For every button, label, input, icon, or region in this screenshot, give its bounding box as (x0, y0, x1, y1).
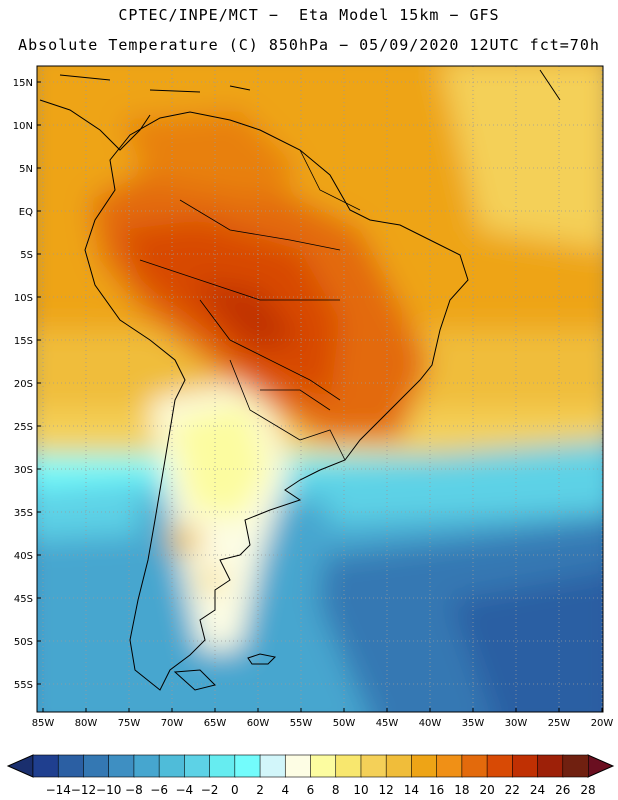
colorbar-swatch (133, 754, 160, 778)
lon-label: 60W (247, 718, 270, 729)
colorbar-swatch (284, 754, 312, 778)
lon-label: 25W (548, 718, 571, 729)
colorbar-tick-label: 10 (353, 783, 368, 797)
colorbar-tick-label: −8 (125, 783, 143, 797)
colorbar-swatch (259, 754, 287, 778)
colorbar-tick-label: 6 (307, 783, 315, 797)
colorbar-tick-label: −4 (176, 783, 194, 797)
malvinas-islands (247, 653, 277, 665)
colorbar-swatch (158, 754, 186, 778)
lat-label: 50S (14, 637, 33, 648)
lat-label: 5N (19, 164, 33, 175)
colorbar-swatch (108, 754, 135, 778)
colorbar-tick-label: −2 (201, 783, 219, 797)
lon-label: 55W (290, 718, 313, 729)
lat-label: 10N (13, 121, 33, 132)
colorbar-swatch (436, 754, 463, 778)
colorbar-tick-label: 2 (256, 783, 264, 797)
colorbar-tick-label: 26 (555, 783, 570, 797)
lon-label: 80W (75, 718, 98, 729)
colorbar-tick-label: 20 (479, 783, 494, 797)
lon-label: 20W (591, 718, 614, 729)
lon-label: 70W (161, 718, 184, 729)
caribbean-islands (59, 69, 561, 101)
central-america-outline (39, 99, 151, 151)
colorbar-swatch (83, 754, 110, 778)
colorbar-tick-label: 24 (530, 783, 545, 797)
colorbar-tick-label: −14 (46, 783, 71, 797)
colorbar-swatch (184, 754, 211, 778)
longitude-axis: 85W 80W 75W 70W 65W 60W 55W 50W 45W 40W 35W 30W 25W 2… (32, 708, 614, 729)
colorbar-swatch (537, 754, 564, 778)
colorbar-swatch (32, 754, 60, 778)
colorbar-tick-label: 8 (332, 783, 340, 797)
lat-label: 20S (14, 379, 33, 390)
lat-label: 15S (14, 336, 33, 347)
lon-label: 50W (333, 718, 356, 729)
colorbar: −14 −12 −10 −8 −6 −4 −2 0 2 4 6 8 10 12 14 16 18 20 22 24 26… (6, 754, 615, 797)
chart-title-line-2: Absolute Temperature (C) 850hPa − 05/09/… (18, 36, 600, 54)
colorbar-swatch (335, 754, 362, 778)
lat-label: 55S (14, 680, 33, 691)
lat-label: 35S (14, 508, 33, 519)
country-borders (139, 149, 361, 461)
colorbar-tick-label: −6 (150, 783, 168, 797)
colorbar-tick-label: −10 (96, 783, 121, 797)
temperature-field (37, 66, 603, 712)
tierra-del-fuego (173, 669, 216, 691)
colorbar-tick-label: 16 (429, 783, 444, 797)
colorbar-max-arrow (587, 754, 615, 778)
lat-label: 25S (14, 422, 33, 433)
lon-label: 30W (505, 718, 528, 729)
lat-label: 40S (14, 551, 33, 562)
south-america-outline (84, 111, 469, 691)
lon-label: 45W (376, 718, 399, 729)
lon-label: 65W (204, 718, 227, 729)
colorbar-tick-label: 12 (379, 783, 394, 797)
colorbar-tick-label: 18 (454, 783, 469, 797)
lon-label: 85W (32, 718, 55, 729)
colorbar-swatch (385, 754, 413, 778)
colorbar-swatch (310, 754, 337, 778)
lat-label: 30S (14, 465, 33, 476)
colorbar-swatch (209, 754, 236, 778)
colorbar-swatch (411, 754, 438, 778)
colorbar-tick-label: 4 (281, 783, 289, 797)
lat-label: 45S (14, 594, 33, 605)
colorbar-swatch (360, 754, 387, 778)
lat-label: 10S (14, 293, 33, 304)
colorbar-swatch (562, 754, 589, 778)
lat-label: 5S (20, 250, 33, 261)
chart-title-line-1: CPTEC/INPE/MCT − Eta Model 15km − GFS (118, 6, 500, 24)
colorbar-tick-label: 14 (404, 783, 419, 797)
latitude-axis: 15N 10N 5N EQ 5S 10S 15S 20S 25S 30S 35S 40S 45S 50S 5… (13, 78, 41, 691)
colorbar-tick-label: 22 (505, 783, 520, 797)
colorbar-tick-label: 0 (231, 783, 239, 797)
colorbar-swatch (57, 754, 85, 778)
colorbar-tick-label: −12 (71, 783, 96, 797)
lon-label: 40W (419, 718, 442, 729)
colorbar-tick-label: 28 (580, 783, 595, 797)
colorbar-swatch (234, 754, 261, 778)
colorbar-swatch (461, 754, 488, 778)
colorbar-min-arrow (6, 754, 34, 778)
lat-label: EQ (19, 207, 33, 218)
lon-label: 75W (118, 718, 141, 729)
colorbar-swatch (512, 754, 539, 778)
colorbar-swatch (486, 754, 514, 778)
lat-label: 15N (13, 78, 33, 89)
lon-label: 35W (462, 718, 485, 729)
